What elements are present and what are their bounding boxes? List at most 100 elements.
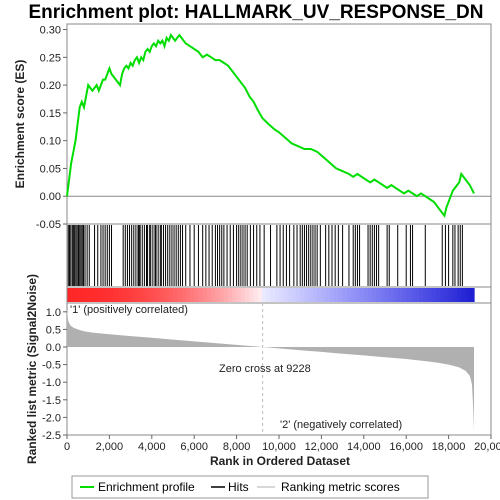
negative-correlation-label: '2' (negatively correlated) (280, 419, 402, 431)
rl-y-tick-label: -1.5 (42, 395, 61, 407)
color-bar-segment (92, 288, 98, 302)
color-bar-segment (130, 288, 136, 302)
color-bar-segment (173, 288, 178, 302)
color-bar-segment (88, 288, 94, 302)
x-tick-label: 10,000 (262, 441, 296, 453)
color-bar-segment (359, 288, 365, 302)
x-tick-label: 20,000 (474, 441, 500, 453)
color-bar-segment (211, 288, 216, 302)
color-bar-segment (304, 288, 310, 302)
color-bar-segment (376, 288, 382, 302)
x-tick-label: 4,000 (138, 441, 166, 453)
enrichment-panel (66, 23, 492, 225)
x-tick-label: 12,000 (305, 441, 339, 453)
color-bar-segment (249, 288, 255, 302)
x-tick-label: 2,000 (96, 441, 124, 453)
rl-y-ticks: -2.5 -2.0 -1.5 -1.0 -0.5 0.0 0.5 1.0 (42, 307, 67, 442)
x-tick-label: 6,000 (180, 441, 208, 453)
x-tick-label: 16,000 (389, 441, 423, 453)
positive-correlation-label: '1' (positively correlated) (70, 304, 188, 316)
color-bar-segment (346, 288, 352, 302)
enrichment-profile-line (66, 33, 475, 218)
rl-y-tick-label: -2.5 (42, 430, 61, 442)
legend-hits-label: Hits (228, 480, 249, 494)
color-bar-segment (457, 288, 462, 302)
x-tick-label: 0 (64, 441, 70, 453)
color-bar-segment (427, 288, 433, 302)
color-bar-segment (300, 288, 306, 302)
color-bar-segment (126, 288, 132, 302)
color-bar-segment (100, 288, 106, 302)
color-bar-segment (194, 288, 200, 302)
color-bar-segment (406, 288, 412, 302)
color-bar-segment (418, 288, 424, 302)
color-bar-segment (168, 288, 174, 302)
color-bar-segment (198, 288, 204, 302)
hits-panel (66, 223, 492, 288)
color-bar-segment (219, 288, 225, 302)
color-bar-segment (287, 288, 293, 302)
color-bar-segment (253, 288, 259, 302)
color-bar-segment (393, 288, 399, 302)
color-bar-segment (117, 288, 123, 302)
ranking-color-bar (67, 288, 475, 302)
legend-box (71, 475, 429, 499)
color-bar-segment (465, 288, 471, 302)
color-bar-segment (317, 288, 322, 302)
color-bar-segment (75, 288, 81, 302)
color-bar-segment (134, 288, 140, 302)
color-bar-segment (160, 288, 166, 302)
color-bar-segment (274, 288, 280, 302)
color-bar-segment (389, 288, 395, 302)
color-bar-segment (380, 288, 386, 302)
color-bar-segment (156, 288, 161, 302)
color-bar-segment (177, 288, 183, 302)
color-bar-segment (321, 288, 327, 302)
color-bar-segment (232, 288, 238, 302)
es-y-tick-label: 0.15 (40, 108, 61, 120)
color-bar-segment (295, 288, 301, 302)
es-y-tick-label: 0.25 (40, 52, 61, 64)
color-bar-segment (240, 288, 246, 302)
color-bar-segment (147, 288, 153, 302)
color-bar-segment (448, 288, 454, 302)
x-tick-label: 14,000 (347, 441, 381, 453)
color-bar-segment (262, 288, 267, 302)
legend-enrichment-label: Enrichment profile (98, 480, 195, 494)
color-bar-segment (151, 288, 157, 302)
zero-cross-label: Zero cross at 9228 (219, 363, 311, 375)
color-bar-segment (279, 288, 284, 302)
color-bar-segment (185, 288, 191, 302)
color-bar-segment (423, 288, 428, 302)
color-bar-segment (325, 288, 331, 302)
color-bar-segment (236, 288, 242, 302)
color-bar-segment (291, 288, 297, 302)
color-bar-segment (308, 288, 314, 302)
hit-markers (67, 225, 463, 286)
color-bar-segment (228, 288, 233, 302)
color-bar-segment (452, 288, 458, 302)
color-bar-segment (139, 288, 144, 302)
color-bar-segment (401, 288, 407, 302)
rl-y-tick-label: 0.0 (46, 342, 61, 354)
color-bar-segment (338, 288, 344, 302)
color-bar-segment (164, 288, 170, 302)
rl-y-tick-label: 1.0 (46, 307, 61, 319)
color-bar-segment (431, 288, 437, 302)
ranking-metric-area (67, 310, 474, 430)
color-bar-segment (444, 288, 450, 302)
color-bar-segment (355, 288, 361, 302)
color-bar-segment (245, 288, 250, 302)
color-bar-segment (283, 288, 289, 302)
color-bar-segment (351, 288, 356, 302)
rl-y-axis-label: Ranked list metric (Signal2Noise) (25, 274, 39, 464)
color-bar-segment (469, 288, 475, 302)
color-bar-segment (113, 288, 119, 302)
color-bar-segment (105, 288, 110, 302)
x-axis-ticks: 0 2,000 4,000 6,000 8,000 10,000 12,000 14,000 1… (64, 435, 500, 453)
es-y-tick-label: 0.05 (40, 163, 61, 175)
color-bar-segment (410, 288, 416, 302)
color-bar-segment (109, 288, 115, 302)
color-bar-segment (270, 288, 276, 302)
